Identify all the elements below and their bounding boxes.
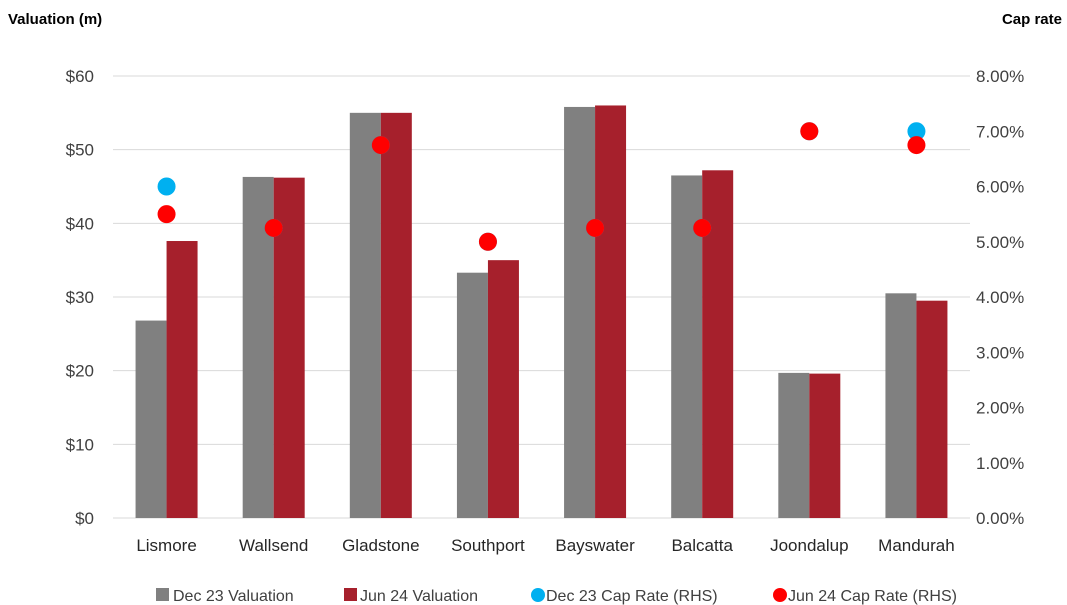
x-category-label: Gladstone (342, 536, 420, 555)
y-tick-label: $40 (66, 214, 94, 233)
legend-swatch (344, 588, 357, 601)
legend-marker (531, 588, 545, 602)
bar (349, 112, 381, 518)
y-tick-label: $10 (66, 435, 94, 454)
cap-rate-point (800, 122, 819, 141)
y2-tick-label: 0.00% (976, 509, 1024, 528)
bar (135, 320, 167, 518)
x-category-label: Bayswater (555, 536, 635, 555)
x-category-label: Wallsend (239, 536, 308, 555)
y2-tick-label: 5.00% (976, 233, 1024, 252)
gridlines (113, 75, 970, 519)
y2-tick-label: 3.00% (976, 343, 1024, 362)
y-axis-ticks: $0 $10 $20 $30 $40 $50 $60 (66, 67, 94, 528)
cap-rate-point (907, 122, 926, 141)
legend-label: Dec 23 Cap Rate (RHS) (546, 588, 718, 605)
legend-label: Dec 23 Valuation (173, 588, 294, 605)
x-category-label: Southport (451, 536, 525, 555)
legend-marker (773, 588, 787, 602)
y2-axis-title: Cap rate (1002, 11, 1062, 28)
y2-tick-label: 2.00% (976, 399, 1024, 418)
cap-rate-point (371, 136, 390, 155)
y2-tick-label: 1.00% (976, 454, 1024, 473)
cap-rate-point (157, 177, 176, 196)
bar (809, 373, 841, 518)
y2-tick-label: 4.00% (976, 288, 1024, 307)
y2-axis-ticks: 0.00% 1.00% 2.00% 3.00% 4.00% 5.00% 6.00% 7.00%… (976, 67, 1024, 528)
cap-rate-point (693, 218, 712, 237)
bar (595, 105, 627, 518)
bar-series (135, 105, 948, 518)
legend-label: Jun 24 Valuation (360, 588, 478, 605)
bar (916, 300, 948, 518)
bar (456, 272, 488, 518)
x-category-label: Lismore (136, 536, 196, 555)
y2-tick-label: 6.00% (976, 178, 1024, 197)
bar (564, 106, 596, 518)
bar (487, 260, 519, 518)
legend: Dec 23 Valuation Jun 24 Valuation Dec 23 C… (156, 588, 957, 605)
bar (166, 241, 198, 518)
x-axis-categories: Lismore Wallsend Gladstone Southport Bayswat… (136, 536, 954, 555)
cap-rate-point (478, 232, 497, 251)
legend-swatch (156, 588, 169, 601)
legend-label: Jun 24 Cap Rate (RHS) (788, 588, 957, 605)
cap-rate-point (157, 205, 176, 224)
bar (778, 372, 810, 518)
y2-tick-label: 7.00% (976, 122, 1024, 141)
x-category-label: Joondalup (770, 536, 848, 555)
y-tick-label: $30 (66, 288, 94, 307)
bar (885, 293, 917, 518)
y-tick-label: $50 (66, 141, 94, 160)
cap-rate-point (264, 218, 283, 237)
cap-rate-point (907, 136, 926, 155)
y2-tick-label: 8.00% (976, 67, 1024, 86)
y-tick-label: $0 (75, 509, 94, 528)
y-tick-label: $20 (66, 362, 94, 381)
y-axis-title: Valuation (m) (8, 11, 102, 28)
y-tick-label: $60 (66, 67, 94, 86)
x-category-label: Balcatta (671, 536, 733, 555)
point-series (157, 122, 926, 251)
cap-rate-point (586, 218, 605, 237)
x-category-label: Mandurah (878, 536, 955, 555)
bar (380, 112, 412, 518)
